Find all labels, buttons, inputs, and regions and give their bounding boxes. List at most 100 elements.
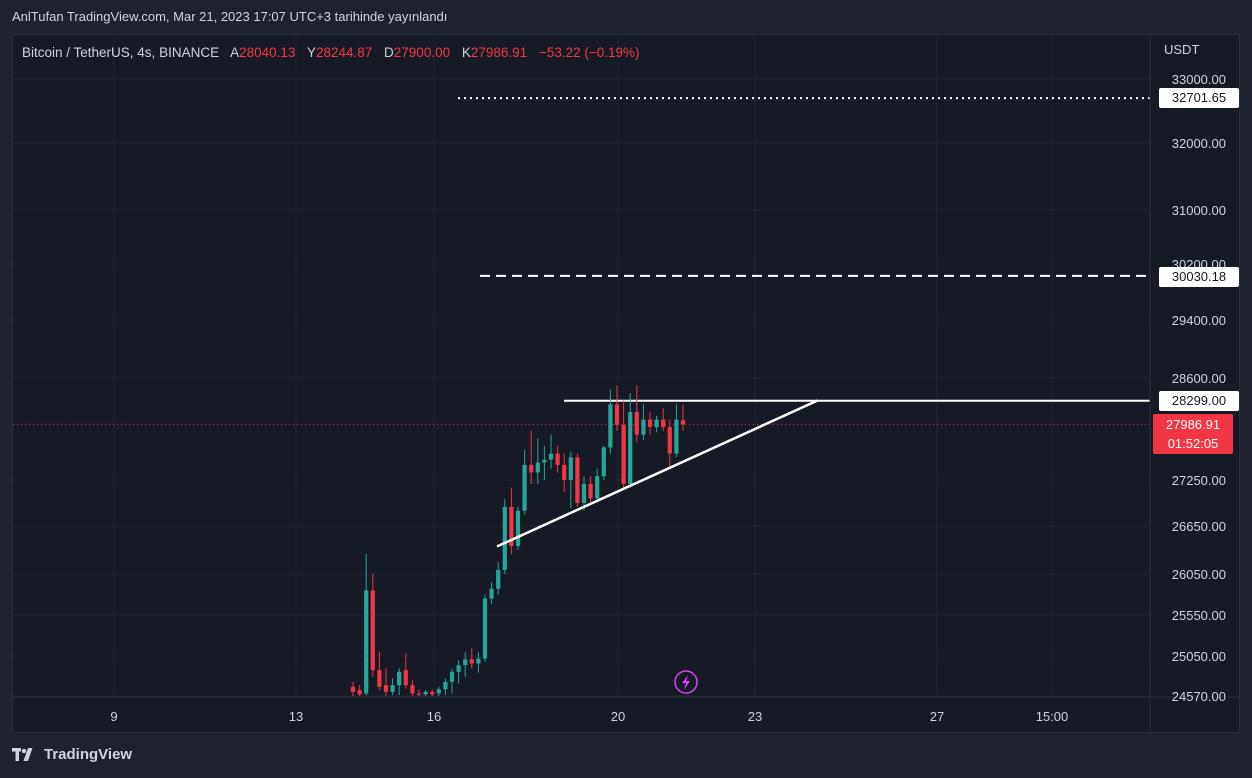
candle-body: [641, 419, 646, 435]
candle-body: [661, 419, 666, 428]
candle-body: [654, 419, 659, 428]
price-tick-label: 28600.00: [1172, 371, 1226, 386]
candle: [357, 685, 362, 696]
candle-body: [416, 693, 422, 695]
time-tick-label: 16: [427, 709, 441, 724]
last-price-tag[interactable]: 27986.91 01:52:05: [1153, 414, 1233, 454]
price-tick-label: 26050.00: [1172, 567, 1226, 582]
candle-body: [489, 588, 494, 599]
symbol-name[interactable]: Bitcoin / TetherUS, 4s, BINANCE: [22, 45, 220, 60]
price-tick-label: 31000.00: [1172, 203, 1226, 218]
candle-body: [496, 570, 501, 589]
candle: [562, 453, 567, 492]
symbol-legend[interactable]: Bitcoin / TetherUS, 4s, BINANCE A28040.1…: [22, 45, 640, 60]
candle: [410, 680, 415, 696]
chart-pane[interactable]: [12, 34, 1240, 733]
candle: [403, 653, 408, 689]
candle-body: [436, 689, 441, 694]
candle-body: [667, 427, 672, 454]
candle: [436, 686, 441, 696]
bar-countdown: 01:52:05: [1167, 436, 1219, 451]
candle: [575, 453, 580, 507]
candle: [667, 419, 672, 469]
candle: [568, 452, 573, 509]
price-tick-label: 32000.00: [1172, 136, 1226, 151]
candle-body: [456, 665, 461, 672]
candle: [489, 582, 494, 605]
candle-body: [575, 457, 580, 503]
candle: [661, 408, 666, 431]
close-label: K: [461, 45, 471, 60]
candle: [496, 562, 501, 595]
candle-body: [423, 691, 428, 695]
candle: [595, 468, 600, 501]
candle-body: [628, 412, 633, 484]
candle: [542, 446, 547, 480]
price-tick-label: 24570.00: [1172, 689, 1226, 704]
price-tick-label: 33000.00: [1172, 72, 1226, 87]
candle-body: [548, 453, 554, 460]
tradingview-logo-icon: [12, 747, 33, 761]
candle: [476, 651, 481, 673]
price-tag-level-3[interactable]: 28299.00: [1159, 391, 1239, 411]
candle-body: [647, 419, 653, 428]
candle: [680, 404, 686, 431]
candle: [555, 446, 560, 473]
candle: [601, 446, 606, 480]
candle-body: [357, 690, 362, 695]
candle: [509, 487, 514, 554]
candle-body: [680, 420, 686, 425]
candle-body: [377, 670, 382, 687]
candle-body: [522, 464, 527, 511]
candle-body: [588, 483, 593, 499]
candle-body: [430, 691, 435, 695]
candle-body: [581, 483, 587, 503]
candle-body: [449, 671, 455, 682]
time-tick-label: 20: [611, 709, 625, 724]
time-tick-label: 9: [110, 709, 117, 724]
candle-body: [608, 404, 613, 448]
candle: [581, 476, 587, 511]
lightning-bolt-icon[interactable]: [674, 670, 698, 694]
candle: [529, 430, 534, 484]
candle: [456, 660, 461, 684]
price-tag-level-1[interactable]: 32701.65: [1159, 88, 1239, 108]
candle: [614, 385, 620, 431]
candle-body: [614, 404, 620, 425]
candle-body: [509, 506, 514, 546]
candle: [383, 668, 389, 696]
candle-body: [397, 671, 402, 686]
price-tag-level-2[interactable]: 30030.18: [1159, 267, 1239, 287]
time-tick-label: 13: [289, 709, 303, 724]
candle: [647, 412, 653, 435]
candle: [628, 393, 633, 488]
close-value: 27986.91: [470, 45, 528, 60]
candle-body: [403, 670, 408, 686]
candle-body: [469, 659, 474, 664]
candle: [522, 449, 527, 515]
candle: [634, 385, 639, 443]
candle-body: [562, 464, 567, 480]
candle: [416, 689, 422, 696]
footer-brand[interactable]: TradingView: [12, 746, 132, 763]
grid: [13, 35, 1150, 697]
candle-body: [390, 685, 395, 692]
price-tick-label: 25050.00: [1172, 649, 1226, 664]
candle-body: [529, 464, 534, 473]
candle: [588, 476, 593, 503]
publisher-line: AnlTufan TradingView.com, Mar 21, 2023 1…: [12, 9, 448, 24]
candle-body: [463, 659, 468, 666]
change-value: −53.22 (−0.19%): [538, 45, 640, 60]
candle-body: [502, 506, 507, 570]
candle-body: [383, 685, 389, 692]
candle-body: [443, 681, 448, 690]
candle: [397, 668, 402, 696]
open-value: 28040.13: [239, 45, 296, 60]
candle: [654, 415, 659, 433]
currency-label[interactable]: USDT: [1164, 42, 1200, 57]
ascending-trendline: [496, 399, 819, 548]
open-label: A: [230, 45, 240, 60]
price-tick-label: 29400.00: [1172, 313, 1226, 328]
candle-body: [674, 419, 679, 454]
